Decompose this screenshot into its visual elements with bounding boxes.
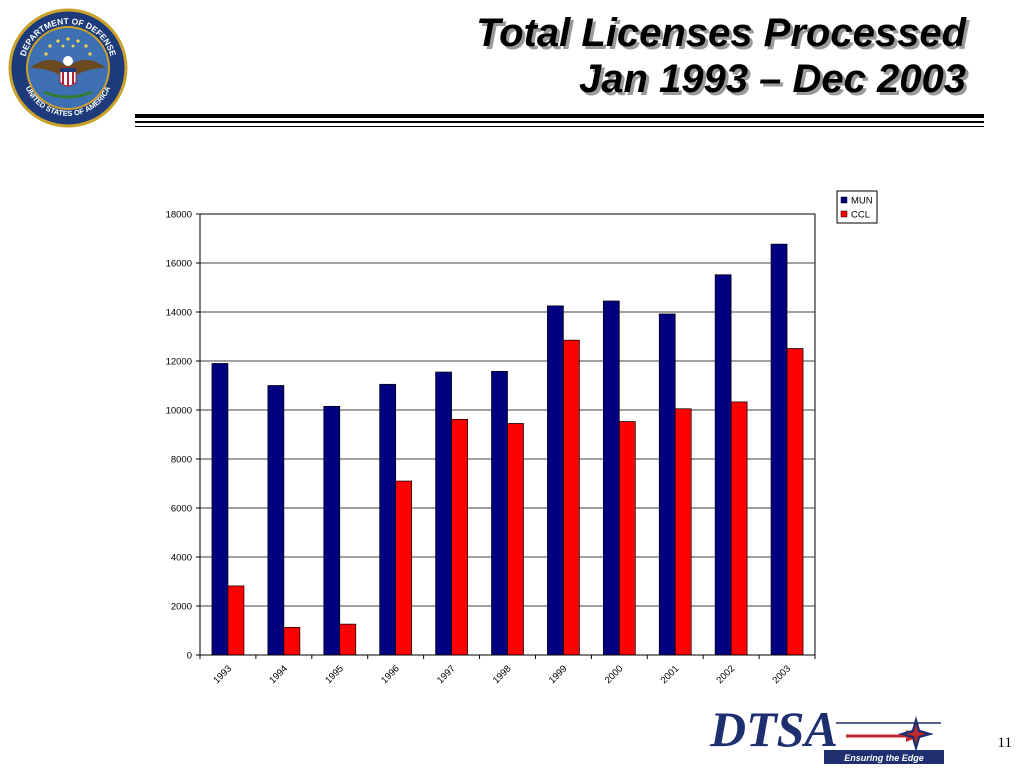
y-tick-label: 18000	[166, 210, 192, 221]
bar-ccl-2001	[674, 408, 692, 656]
bar-mun-1996	[379, 383, 397, 656]
x-tick-label: 2001	[659, 663, 682, 686]
slide-title: Total Licenses Processed Jan 1993 – Dec …	[476, 10, 966, 102]
bar-mun-1995	[323, 405, 341, 656]
bars	[211, 243, 804, 656]
y-tick-label: 12000	[166, 357, 192, 368]
bar-ccl-1994	[283, 626, 301, 656]
x-tick-label: 1997	[435, 663, 458, 686]
x-tick-label: 1996	[379, 663, 402, 686]
bar-ccl-1995	[339, 623, 357, 656]
legend-swatch-mun	[840, 196, 848, 204]
legend-label-mun: MUN	[851, 196, 873, 207]
x-tick-label: 1994	[267, 663, 290, 686]
x-tick-label: 1995	[323, 663, 346, 686]
bar-ccl-1997	[451, 418, 468, 656]
dtsa-tagline: Ensuring the Edge	[844, 753, 924, 763]
legend-box	[836, 190, 878, 224]
y-tick-label: 10000	[166, 406, 192, 417]
x-tick-label: 2000	[603, 663, 626, 686]
x-tick-label: 1998	[491, 663, 514, 686]
y-tick-label: 2000	[171, 602, 192, 613]
bar-mun-1999	[547, 305, 564, 656]
dtsa-logo: DTSA Ensuring the Edge	[709, 701, 944, 764]
x-tick-label: 1993	[211, 663, 234, 686]
y-tick-label: 16000	[166, 259, 192, 270]
x-tick-label: 2003	[770, 663, 793, 686]
bar-ccl-2003	[786, 348, 804, 656]
bar-ccl-1996	[395, 480, 413, 656]
header-divider-thick	[135, 114, 984, 118]
bar-mun-2002	[714, 274, 732, 656]
y-tick-label: 4000	[171, 553, 192, 564]
y-tick-label: 14000	[166, 308, 192, 319]
bar-mun-2001	[658, 313, 676, 656]
y-tick-label: 6000	[171, 504, 192, 515]
bar-mun-1993	[211, 363, 229, 656]
bar-ccl-1998	[507, 423, 524, 656]
header-divider-thin	[135, 126, 984, 127]
bar-mun-2000	[602, 300, 620, 656]
header-divider-medium	[135, 121, 984, 123]
bar-ccl-2000	[618, 421, 636, 656]
legend-label-ccl: CCL	[851, 210, 870, 221]
bar-ccl-2002	[730, 401, 748, 656]
bar-mun-1998	[491, 370, 508, 656]
legend-swatch-ccl	[840, 210, 848, 218]
y-tick-label: 0	[187, 651, 192, 662]
legend: MUN CCL	[836, 190, 878, 224]
bar-mun-2003	[770, 243, 788, 656]
page-number: 11	[997, 735, 1012, 751]
bar-mun-1994	[267, 385, 285, 656]
bar-mun-1997	[435, 371, 452, 656]
x-tick-label: 1999	[547, 663, 570, 686]
x-tick-label: 2002	[715, 663, 738, 686]
bar-ccl-1993	[227, 585, 245, 656]
bar-ccl-1999	[563, 339, 580, 656]
dtsa-logo-text: DTSA	[709, 701, 838, 757]
title-line-2: Jan 1993 – Dec 2003	[579, 57, 966, 101]
dod-seal-logo: DEPARTMENT OF DEFENSE UNITED STATES OF A…	[8, 8, 128, 128]
y-tick-label: 8000	[171, 455, 192, 466]
title-line-1: Total Licenses Processed	[476, 11, 966, 55]
